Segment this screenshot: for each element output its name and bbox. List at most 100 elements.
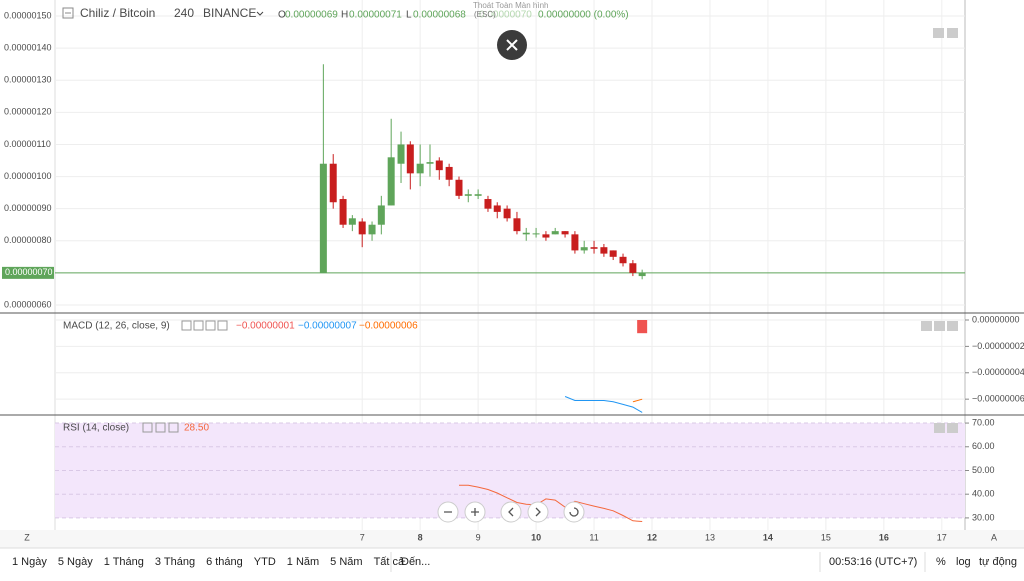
pane-buttons bbox=[921, 28, 958, 433]
y-tick-label: 0.00000060 bbox=[4, 299, 52, 309]
candle-body bbox=[358, 221, 366, 235]
collapse-icon[interactable] bbox=[62, 7, 74, 19]
auto-toggle[interactable]: tự động bbox=[979, 556, 1017, 568]
candle-body bbox=[522, 232, 530, 235]
pane-button[interactable] bbox=[921, 321, 932, 331]
ohlc-label: H bbox=[341, 10, 348, 21]
candle-body bbox=[435, 160, 443, 171]
x-tick-label: 7 bbox=[360, 532, 365, 542]
icon[interactable] bbox=[181, 320, 192, 331]
ohlc-value: 0.00000070 bbox=[479, 10, 532, 21]
candle-body bbox=[319, 163, 327, 273]
x-tick-label: 8 bbox=[418, 532, 423, 542]
symbol: Chiliz / Bitcoin bbox=[80, 6, 155, 20]
reset[interactable] bbox=[563, 501, 585, 523]
pane-button[interactable] bbox=[934, 423, 945, 433]
scroll-right[interactable] bbox=[527, 501, 549, 523]
x-tick-label: 9 bbox=[476, 532, 481, 542]
macd-signal-value: −0.00000006 bbox=[359, 321, 418, 332]
range-button[interactable]: 5 Năm bbox=[330, 556, 362, 568]
interval: 240 bbox=[174, 6, 194, 20]
dropdown-icon bbox=[256, 11, 264, 16]
y-tick-label: 0.00000110 bbox=[4, 139, 51, 149]
range-button[interactable]: Tất cả bbox=[374, 556, 405, 568]
macd-value: −0.00000007 bbox=[298, 321, 357, 332]
y-tick-label: −0.00000006 bbox=[972, 394, 1024, 404]
nav-icons bbox=[444, 507, 579, 517]
toolbar: 1 Ngày 5 Ngày 1 Tháng 3 Tháng 6 tháng YTD 1 Nă… bbox=[12, 556, 405, 568]
range-button[interactable]: 3 Tháng bbox=[155, 556, 195, 568]
candle-body bbox=[619, 256, 627, 264]
candle-body bbox=[377, 205, 385, 225]
ohlc-label: L bbox=[406, 10, 412, 21]
indicator-line bbox=[564, 396, 643, 413]
pane-button[interactable] bbox=[934, 321, 945, 331]
scale-button[interactable]: Z bbox=[24, 532, 30, 542]
x-tick-label: 13 bbox=[705, 532, 715, 542]
candle-body bbox=[551, 231, 559, 235]
exit-fullscreen-hint: Thoát Toàn Màn hình bbox=[473, 1, 548, 10]
icon[interactable] bbox=[155, 422, 166, 433]
indicator-line bbox=[632, 398, 643, 403]
y-tick-label: 70.00 bbox=[972, 417, 995, 427]
percent-toggle[interactable]: % bbox=[936, 556, 946, 568]
icon[interactable] bbox=[205, 320, 216, 331]
x-tick-label: 16 bbox=[879, 532, 889, 542]
candle-body bbox=[464, 194, 472, 196]
scroll-left[interactable] bbox=[500, 501, 522, 523]
ohlc-value: 0.00000069 bbox=[285, 10, 338, 21]
candle-body bbox=[387, 157, 395, 206]
icon[interactable] bbox=[217, 320, 228, 331]
candle-body bbox=[629, 263, 637, 273]
range-button[interactable]: 1 Năm bbox=[287, 556, 319, 568]
pane-button[interactable] bbox=[947, 28, 958, 38]
icon[interactable] bbox=[168, 422, 179, 433]
exit-key: (ESC) bbox=[474, 10, 496, 19]
candle-body bbox=[542, 234, 550, 238]
range-button[interactable]: 1 Tháng bbox=[104, 556, 144, 568]
macd-title: MACD (12, 26, close, 9) bbox=[63, 321, 170, 332]
y-tick-label: 60.00 bbox=[972, 441, 995, 451]
x-tick-label: 14 bbox=[763, 532, 773, 542]
x-tick-label: 15 bbox=[821, 532, 831, 542]
candle-body bbox=[368, 224, 376, 235]
candle-body bbox=[590, 247, 598, 249]
y-tick-label: 0.00000000 bbox=[972, 314, 1020, 324]
legend-icons bbox=[181, 320, 228, 331]
icon[interactable] bbox=[142, 422, 153, 433]
ohlc-label: O bbox=[278, 10, 286, 21]
range-button[interactable]: 6 tháng bbox=[206, 556, 243, 568]
legend-icons bbox=[142, 422, 179, 433]
pane-button[interactable] bbox=[933, 28, 944, 38]
scale-button[interactable]: A bbox=[991, 532, 997, 542]
close-icon bbox=[506, 39, 518, 51]
y-tick-label: 0.00000130 bbox=[4, 75, 52, 85]
candle-body bbox=[503, 208, 511, 219]
goto-date[interactable]: Đến... bbox=[401, 556, 430, 568]
range-button[interactable]: 1 Ngày bbox=[12, 556, 47, 568]
change: 0.00000000 (0.00%) bbox=[538, 10, 629, 21]
clock: 00:53:16 (UTC+7) bbox=[829, 556, 917, 568]
pane-button[interactable] bbox=[947, 321, 958, 331]
time-axis-strip bbox=[0, 530, 1024, 548]
candle-body bbox=[561, 231, 569, 235]
candle-body bbox=[609, 250, 617, 257]
exchange[interactable]: BINANCE bbox=[203, 6, 256, 20]
range-button[interactable]: 5 Ngày bbox=[58, 556, 93, 568]
candle-body bbox=[348, 218, 356, 225]
indicator-line bbox=[459, 484, 643, 522]
candle-body bbox=[571, 234, 579, 251]
pane-button[interactable] bbox=[947, 423, 958, 433]
last-price-badge bbox=[2, 266, 54, 279]
log-toggle[interactable]: log bbox=[956, 556, 971, 568]
macd-histogram-value: −0.00000001 bbox=[236, 321, 295, 332]
candle-body bbox=[532, 233, 540, 235]
icon[interactable] bbox=[193, 320, 204, 331]
range-button[interactable]: YTD bbox=[254, 556, 276, 568]
candle-body bbox=[397, 144, 405, 164]
y-tick-label: 0.00000150 bbox=[4, 10, 52, 20]
candle-body bbox=[329, 163, 337, 203]
x-tick-label: 17 bbox=[937, 532, 947, 542]
